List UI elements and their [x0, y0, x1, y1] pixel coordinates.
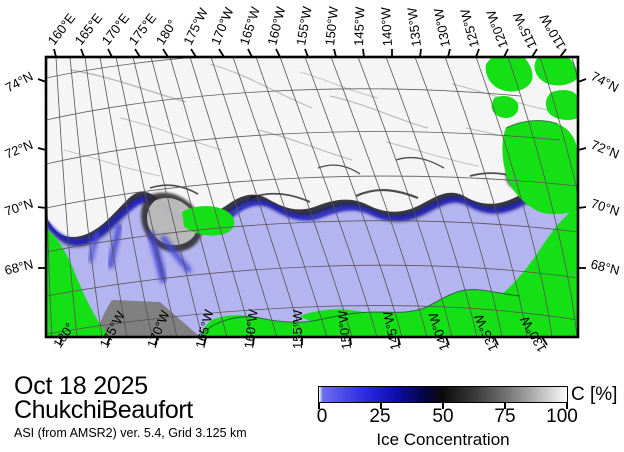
lat-label-left: 72°N: [3, 137, 36, 162]
lon-label-top: 150°W: [322, 5, 341, 46]
lon-label-top: 110°W: [536, 11, 568, 52]
land-island-a: [485, 57, 533, 92]
lon-label-top: 175°E: [126, 10, 160, 48]
right-latitude-labels: 74°N 72°N 70°N 68°N: [589, 68, 622, 278]
colorbar-caption: Ice Concentration: [376, 430, 510, 449]
lon-label-top: 145°W: [351, 6, 367, 46]
lon-label-bottom: 150°W: [335, 309, 354, 350]
colorbar-tick-label: 75: [494, 406, 516, 427]
lon-label-bottom: 155°W: [290, 309, 305, 349]
graticule-parallels: [46, 57, 578, 335]
lon-label-top: 120°W: [483, 7, 511, 50]
lon-label-bottom: 160°W: [241, 308, 261, 349]
colorbar-block: 0 25 50 75 100 C [%] Ice Concentration: [316, 384, 618, 450]
map-canvas: 160°E 165°E 170°E 175°E 180° 175°W 170°W…: [3, 4, 622, 355]
lon-label-top: 160°E: [45, 10, 79, 48]
lon-label-top: 115°W: [510, 9, 540, 51]
colorbar-tick: [566, 403, 568, 409]
colorbar-tick: [380, 403, 382, 409]
left-axis-ticks: [37, 78, 47, 269]
lat-label-right: 68°N: [589, 256, 621, 278]
colorbar-unit-label: C [%]: [571, 384, 618, 405]
colorbar-tick: [318, 403, 320, 409]
lon-label-top: 165°W: [237, 4, 264, 47]
lon-label-top: 155°W: [293, 5, 315, 47]
graticule-meridians: [46, 57, 578, 337]
left-latitude-labels: 74°N 72°N 70°N 68°N: [3, 68, 36, 278]
lon-label-top: 170°W: [208, 5, 237, 48]
colorbar-gradient: [318, 386, 568, 403]
title-subtitle: ASI (from AMSR2) ver. 5.4, Grid 3.125 km: [14, 426, 247, 440]
bottom-axis-ticks: [59, 336, 548, 346]
colorbar-tick-label: 0: [316, 406, 328, 427]
lat-label-left: 74°N: [3, 68, 36, 95]
lon-label-top: 125°W: [457, 7, 482, 49]
figure-footer: Oct 18 2025 ChukchiBeaufort ASI (from AM…: [0, 372, 624, 452]
sea-ice-map: 160°E 165°E 170°E 175°E 180° 175°W 170°W…: [3, 4, 622, 355]
map-body: [46, 57, 578, 337]
top-axis-ticks: [53, 48, 567, 58]
lon-label-top: 175°W: [180, 5, 211, 47]
west-ice-tongue-core: [147, 197, 198, 246]
colorbar-tick-label: 100: [546, 406, 578, 427]
land-islet-b: [538, 248, 557, 260]
ice-fracture-lines: [149, 156, 531, 203]
land-island-b: [534, 57, 578, 86]
lon-label-top: 165°E: [72, 10, 106, 48]
lon-label-top: 130°W: [431, 6, 453, 48]
land-banks-island: [502, 120, 578, 215]
lon-label-top: 170°E: [99, 10, 133, 48]
title-date: Oct 18 2025: [14, 372, 149, 400]
lon-label-top: 140°W: [378, 6, 395, 47]
lat-label-left: 70°N: [3, 196, 35, 219]
title-block: Oct 18 2025 ChukchiBeaufort ASI (from AM…: [14, 374, 314, 441]
land-chukotka: [46, 228, 110, 337]
colorbar-tick-labels: 0 25 50 75 100: [316, 406, 578, 428]
land-islet-a: [558, 234, 578, 247]
graticule: [46, 57, 578, 337]
lat-label-left: 68°N: [3, 256, 35, 278]
lon-label-top: 160°W: [264, 4, 288, 46]
land-island-c: [545, 90, 578, 120]
map-frame: [37, 48, 587, 346]
lat-label-right: 74°N: [589, 68, 622, 95]
pack-ice-layer: [46, 57, 578, 237]
lon-label-top: 135°W: [404, 6, 424, 47]
colorbar-tick-label: 25: [369, 406, 391, 427]
colorbar-tick: [442, 403, 444, 409]
lat-label-right: 72°N: [589, 137, 622, 162]
title-region: ChukchiBeaufort: [14, 396, 193, 424]
top-longitude-labels: 160°E 165°E 170°E 175°E 180° 175°W 170°W…: [45, 4, 569, 52]
land-alaska: [200, 289, 578, 337]
land-island-d: [491, 96, 519, 118]
ice-concentration-layer: [46, 57, 578, 283]
lat-label-right: 70°N: [589, 196, 621, 219]
coastline-trim: [199, 119, 559, 337]
colorbar-tick: [504, 403, 506, 409]
ice-plume-southwest: [87, 223, 193, 283]
right-axis-ticks: [577, 78, 587, 269]
colorbar-tick-label: 50: [432, 406, 454, 427]
colorbar-ticks: [318, 403, 568, 409]
